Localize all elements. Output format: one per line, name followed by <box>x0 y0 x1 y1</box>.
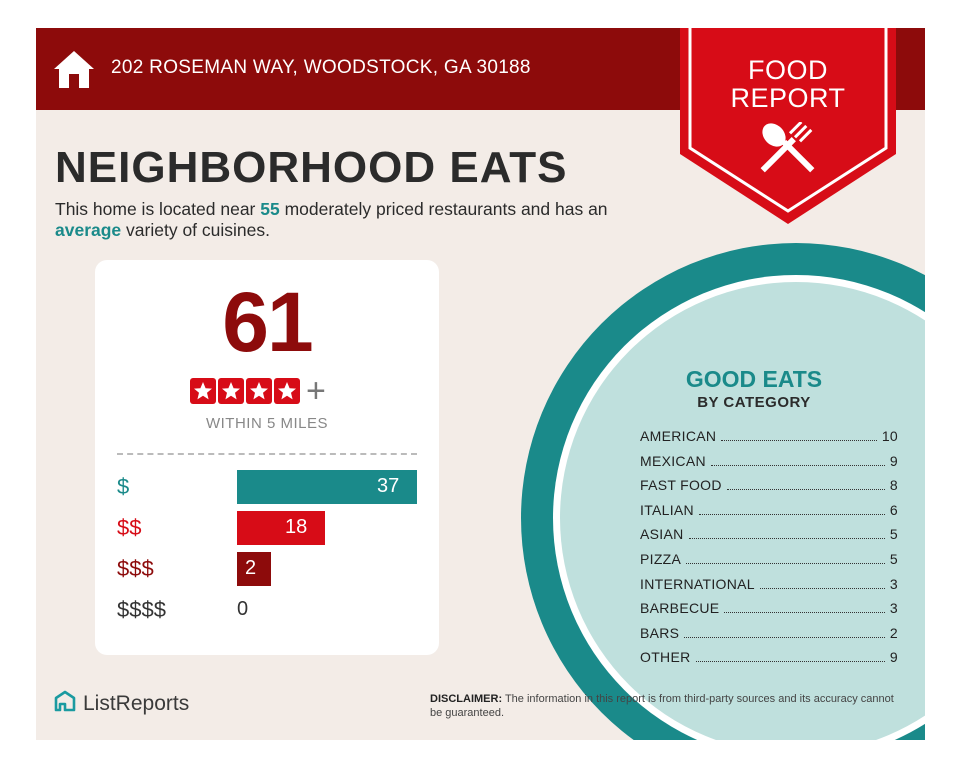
dot-leader <box>698 502 885 515</box>
category-name: ITALIAN <box>640 501 694 518</box>
dot-leader <box>710 453 885 466</box>
dot-leader <box>759 576 885 589</box>
dot-leader <box>726 477 885 491</box>
stars-plus: + <box>306 372 326 410</box>
badge-line-food: FOOD <box>748 55 828 85</box>
category-count: 2 <box>889 624 898 641</box>
disclaimer: DISCLAIMER: The information in this repo… <box>430 692 900 720</box>
category-name: ASIAN <box>640 526 684 543</box>
good-eats-title: GOOD EATS <box>685 366 823 392</box>
price-tier-count: 2 <box>245 557 257 579</box>
property-address: 202 ROSEMAN WAY, WOODSTOCK, GA 30188 <box>111 57 531 78</box>
dot-leader <box>724 600 885 614</box>
star-icon <box>246 378 272 404</box>
variety-level: average <box>55 220 122 240</box>
star-icon <box>218 378 244 404</box>
category-name: BARBECUE <box>640 600 720 617</box>
desc-pre: This home is located near <box>55 199 261 219</box>
category-name: INTERNATIONAL <box>640 575 755 592</box>
category-count: 6 <box>889 501 898 518</box>
category-name: FAST FOOD <box>640 477 722 494</box>
star-rating: + <box>190 372 326 410</box>
category-name: PIZZA <box>640 551 682 567</box>
dot-leader <box>688 526 885 540</box>
dot-leader <box>721 428 877 441</box>
category-row: OTHER 9 <box>640 649 898 669</box>
desc-post: variety of cuisines. <box>121 220 270 240</box>
category-count: 5 <box>889 551 898 567</box>
category-count: 9 <box>889 452 898 469</box>
category-row: MEXICAN 9 <box>640 453 898 473</box>
dot-leader <box>684 625 885 638</box>
badge-title: FOOD REPORT <box>680 56 896 112</box>
score-card: 61 + WITHIN 5 MILES $37 $$ 18 $$$ 2 $$$$ 0 <box>95 260 439 655</box>
listreports-logo-text: ListReports <box>83 692 190 715</box>
category-row: INTERNATIONAL 3 <box>640 576 898 596</box>
category-count: 3 <box>889 575 898 592</box>
disclaimer-label: DISCLAIMER: <box>430 693 503 705</box>
category-row: BARS 2 <box>640 625 898 645</box>
price-tier-count: 18 <box>285 516 308 538</box>
price-tier-label: $$$ <box>117 556 154 581</box>
price-tier-label: $$ <box>117 515 142 540</box>
price-tier-bar <box>237 552 271 586</box>
category-row: AMERICAN 10 <box>640 428 898 448</box>
category-row: BARBECUE 3 <box>640 600 898 620</box>
badge-line-report: REPORT <box>730 83 846 113</box>
desc-mid: moderately priced restaurants and has an <box>279 199 608 219</box>
good-eats-subtitle: BY CATEGORY <box>697 394 811 411</box>
category-row: ASIAN 5 <box>640 526 898 546</box>
dot-leader <box>686 551 885 564</box>
food-report-badge <box>680 28 896 224</box>
disclaimer-text: The information in this report is from t… <box>430 693 894 719</box>
category-count: 8 <box>889 477 898 494</box>
star-icon <box>274 378 300 404</box>
category-count: 9 <box>889 649 898 666</box>
category-row: FAST FOOD 8 <box>640 477 898 497</box>
restaurant-count: 55 <box>260 199 280 219</box>
food-report-card: 202 ROSEMAN WAY, WOODSTOCK, GA 30188 FOO… <box>36 28 925 740</box>
price-tier-label: $ <box>117 474 130 499</box>
category-row: PIZZA 5 <box>640 551 898 571</box>
price-tier-count: 0 <box>237 598 249 620</box>
category-name: MEXICAN <box>640 452 706 469</box>
star-icon <box>190 378 216 404</box>
category-count: 5 <box>889 526 898 543</box>
price-tier-count: 37 <box>377 475 400 497</box>
category-name: OTHER <box>640 649 691 666</box>
category-count: 10 <box>881 428 898 444</box>
listreports-logo-icon <box>54 690 76 712</box>
price-tier-bar <box>237 511 325 545</box>
category-name: BARS <box>640 624 680 641</box>
restaurant-score: 61 <box>222 275 313 369</box>
page-title: NEIGHBORHOOD EATS <box>55 143 568 192</box>
utensils-icon <box>760 122 815 173</box>
price-tier-label: $$$$ <box>117 597 166 622</box>
good-eats-circle <box>521 243 925 740</box>
within-distance: WITHIN 5 MILES <box>205 415 328 432</box>
dot-leader <box>695 649 885 663</box>
price-tier-bar <box>237 470 417 504</box>
category-name: AMERICAN <box>640 428 717 444</box>
category-row: ITALIAN 6 <box>640 502 898 522</box>
category-count: 3 <box>889 600 898 617</box>
description: This home is located near 55 moderately … <box>55 199 675 241</box>
home-icon <box>54 51 94 88</box>
divider <box>117 453 417 455</box>
